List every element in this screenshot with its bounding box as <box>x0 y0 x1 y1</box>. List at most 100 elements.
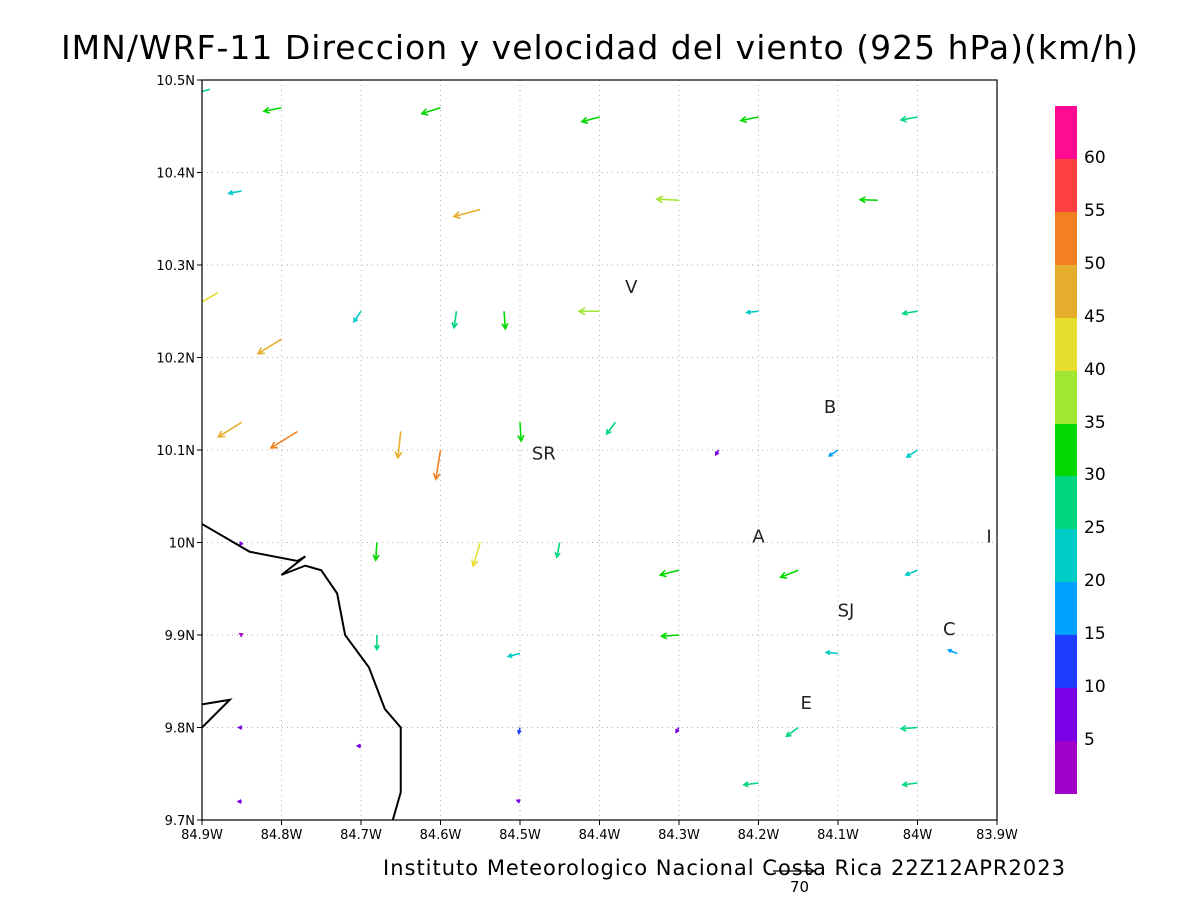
wind-vector <box>506 652 521 659</box>
lon-tick-label: 84.3W <box>658 828 700 843</box>
wind-vector-shaft <box>901 726 918 730</box>
wind-vector-shaft <box>257 338 282 355</box>
wind-vector-head <box>901 781 908 788</box>
wind-vector-head <box>824 650 831 656</box>
wind-vector-shaft <box>472 542 482 567</box>
lat-tick-label: 9.8N <box>165 722 195 737</box>
wind-vector <box>605 421 617 436</box>
wind-vector-head <box>194 90 200 95</box>
wind-vector-head <box>237 725 243 730</box>
wind-vector-head <box>655 195 664 204</box>
reference-vector-label: 70 <box>790 878 810 896</box>
wind-vector-shaft <box>743 782 759 786</box>
wind-vector-head <box>905 452 912 458</box>
wind-vector <box>517 422 525 443</box>
wind-vector-shaft <box>902 310 918 315</box>
wind-vector-shaft <box>228 190 242 195</box>
lon-tick-label: 84.2W <box>738 828 780 843</box>
wind-vector-head <box>605 428 612 436</box>
wind-vector-shaft <box>270 430 298 449</box>
wind-vector-head <box>506 653 513 659</box>
wind-vector-head <box>394 451 403 460</box>
wind-vector <box>262 106 282 114</box>
wind-vector-head <box>659 632 668 640</box>
map-title: IMN/WRF-11 Direccion y velocidad del vie… <box>60 28 1140 67</box>
wind-vector-shaft <box>906 449 918 458</box>
wind-vector-shaft <box>740 116 759 122</box>
wind-vector <box>899 115 918 123</box>
wind-vector-shaft <box>860 198 878 202</box>
wind-vector-head <box>946 648 952 654</box>
color-scale-swatch <box>1055 582 1077 636</box>
wind-vector-head <box>901 309 908 317</box>
lon-tick-label: 83.9W <box>976 828 1018 843</box>
place-label: E <box>801 693 812 714</box>
wind-vector <box>899 724 918 732</box>
wind-vector <box>237 725 243 730</box>
wind-vector-head <box>353 317 359 324</box>
wind-vector <box>901 309 918 317</box>
place-label: SR <box>532 443 556 464</box>
wind-vector-shaft <box>202 88 211 93</box>
lon-tick-label: 84.8W <box>261 828 303 843</box>
wind-vector-head <box>785 731 792 738</box>
wind-vector-head <box>238 541 244 547</box>
wind-vector <box>785 726 799 738</box>
wind-vector-head <box>580 116 589 124</box>
wind-vector-shaft <box>581 116 600 123</box>
wind-vector-head <box>269 441 278 449</box>
wind-vector-shaft <box>202 292 219 303</box>
wind-vector-head <box>372 554 380 562</box>
wind-vector-shaft <box>900 116 918 121</box>
color-scale-label: 35 <box>1084 412 1106 433</box>
wind-vector-head <box>554 552 561 559</box>
wind-vector-head <box>420 108 429 116</box>
lat-tick-label: 10.2N <box>156 352 195 367</box>
coastline-path <box>202 698 233 729</box>
color-scale-label: 30 <box>1084 465 1106 486</box>
place-label: I <box>986 527 991 548</box>
wind-vector-head <box>899 724 907 732</box>
lon-tick-label: 84W <box>903 828 933 843</box>
wind-vector-head <box>355 743 361 749</box>
wind-vector <box>194 88 211 95</box>
color-scale-label: 10 <box>1084 677 1106 698</box>
wind-vector-head <box>714 451 720 457</box>
lat-tick-label: 10N <box>169 537 195 552</box>
wind-vector <box>905 449 918 458</box>
color-scale-swatch <box>1055 741 1077 795</box>
wind-vector-shaft <box>661 634 680 637</box>
wind-vector <box>202 292 219 307</box>
lat-tick-label: 10.3N <box>156 259 195 274</box>
color-scale-swatch <box>1055 106 1077 160</box>
wind-vector-shaft <box>453 208 481 218</box>
color-scale-label: 45 <box>1084 306 1106 327</box>
color-scale-label: 50 <box>1084 253 1106 274</box>
wind-vector <box>745 309 759 315</box>
color-scale-swatch <box>1055 317 1077 372</box>
color-scale-swatch <box>1055 370 1077 425</box>
footer-credit: Instituto Meteorologico Nacional Costa R… <box>383 856 1066 880</box>
wind-vector-shaft <box>374 542 378 561</box>
wind-vector-shaft <box>905 569 918 576</box>
wind-vector <box>236 799 242 804</box>
wind-vector-head <box>577 307 586 316</box>
wind-vector-shaft <box>902 782 918 786</box>
wind-vector <box>517 727 522 735</box>
wind-vector-head <box>899 115 907 123</box>
wind-vector-head <box>904 571 911 577</box>
wind-vector <box>655 195 680 204</box>
wind-vector <box>554 542 561 559</box>
wind-vector-head <box>779 571 788 579</box>
lon-tick-label: 84.9W <box>181 828 223 843</box>
color-scale-swatch <box>1055 476 1077 530</box>
wind-vector <box>238 541 244 547</box>
wind-vector <box>779 569 799 579</box>
wind-vector <box>675 727 680 734</box>
wind-vector-head <box>827 452 833 457</box>
wind-vector <box>501 311 509 331</box>
wind-vector <box>580 116 600 124</box>
wind-vector <box>451 311 459 330</box>
wind-vector <box>432 449 442 481</box>
color-scale-swatch <box>1055 529 1077 583</box>
